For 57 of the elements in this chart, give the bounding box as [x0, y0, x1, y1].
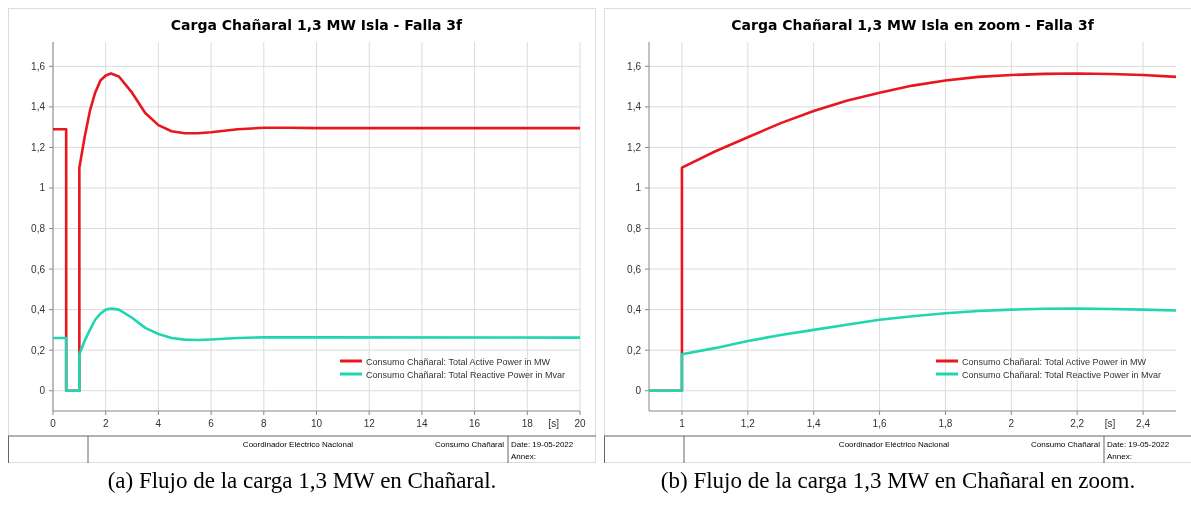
y-tick-label: 1,2 [627, 141, 642, 153]
text: Annex: [511, 452, 536, 461]
y-tick-label: 0,4 [31, 304, 46, 316]
x-tick-label: 1,4 [806, 418, 822, 429]
x-tick-label: 16 [469, 418, 481, 429]
x-tick-label: 2,2 [1070, 418, 1085, 429]
x-tick-label: 12 [363, 418, 376, 429]
y-tick-label: 1 [39, 182, 46, 194]
x-tick-label: 8 [261, 418, 268, 429]
legend-label: Consumo Chañaral: Total Reactive Power in Mvar [366, 369, 565, 380]
x-tick-label: 1 [679, 418, 686, 429]
line-series [51, 307, 582, 393]
x-tick-label: 2 [102, 418, 109, 429]
y-tick-label: 0,6 [627, 263, 642, 275]
chart-title: Carga Chañaral 1,3 MW Isla en zoom - Falla 3f [731, 17, 1095, 33]
text: Annex: [1107, 452, 1132, 461]
legend-label: Consumo Chañaral: Total Active Power in MW [366, 356, 551, 367]
x-axis-title: [s] [548, 418, 560, 429]
x-tick-label: 0 [50, 418, 57, 429]
text: Date: 19-05-2022 [511, 440, 574, 449]
legend-label: Consumo Chañaral: Total Active Power in MW [962, 356, 1147, 367]
y-tick-label: 0,8 [31, 223, 46, 235]
text: Date: 19-05-2022 [1107, 440, 1170, 449]
y-tick-label: 0,8 [627, 223, 642, 235]
x-tick-label: 1,8 [938, 418, 953, 429]
y-tick-label: 1,6 [31, 60, 46, 72]
text: Coordinador Eléctrico Nacional [242, 440, 354, 449]
legend-label: Consumo Chañaral: Total Reactive Power in Mvar [962, 369, 1161, 380]
y-tick-label: 0,2 [627, 344, 642, 356]
line-series [647, 307, 1178, 393]
x-axis-title: [s] [1104, 418, 1116, 429]
x-tick-label: 4 [155, 418, 162, 429]
x-tick-label: 1,6 [872, 418, 887, 429]
text: (b) Flujo de la carga 1,3 MW en Chañaral en zoom. [659, 467, 1137, 495]
x-tick-label: 2,4 [1136, 418, 1151, 429]
y-tick-label: 0,2 [31, 344, 46, 356]
y-tick-label: 1,4 [31, 101, 46, 113]
y-tick-label: 0 [39, 385, 46, 397]
x-tick-label: 20 [574, 418, 586, 429]
chart-title: Carga Chañaral 1,3 MW Isla - Falla 3f [170, 17, 464, 33]
x-tick-label: 18 [521, 418, 534, 429]
x-tick-label: 10 [310, 418, 323, 429]
y-tick-label: 0 [635, 385, 642, 397]
x-tick-label: 1,2 [740, 418, 756, 429]
text: (a) Flujo de la carga 1,3 MW en Chañaral. [106, 467, 498, 495]
x-tick-label: 6 [208, 418, 215, 429]
y-tick-label: 1,4 [627, 101, 642, 113]
y-tick-label: 0,6 [31, 263, 46, 275]
text: Consumo Chañaral [435, 440, 505, 449]
y-tick-label: 1,6 [627, 60, 642, 72]
y-tick-label: 1,2 [31, 141, 46, 153]
x-tick-label: 2 [1008, 418, 1015, 429]
text: Coordinador Eléctrico Nacional [838, 440, 950, 449]
x-tick-label: 14 [416, 418, 428, 429]
text: Consumo Chañaral [1031, 440, 1101, 449]
y-tick-label: 1 [635, 182, 642, 194]
y-tick-label: 0,4 [627, 304, 642, 316]
